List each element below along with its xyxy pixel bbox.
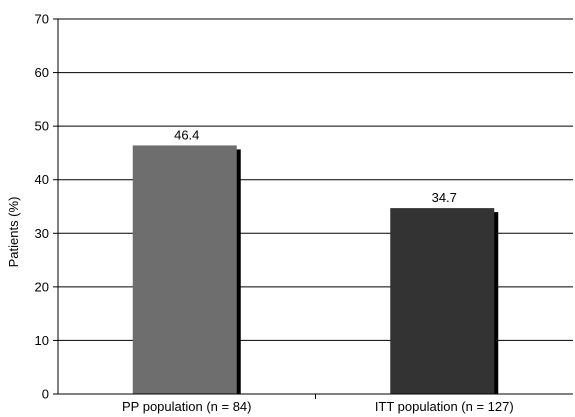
y-tick-label-60: 60 (35, 65, 49, 80)
bars (132, 145, 499, 394)
y-tick-label-50: 50 (35, 119, 49, 134)
axes (57, 19, 573, 399)
y-tick-label-30: 30 (35, 226, 49, 241)
y-tick-label-10: 10 (35, 333, 49, 348)
data-label-1: 46.4 (174, 127, 199, 142)
y-tick-label-0: 0 (42, 387, 49, 402)
y-axis-title: Patients (%) (6, 197, 21, 268)
bar-1 (132, 145, 237, 394)
x-tick-labels: PP population (n = 84) ITT population (n … (122, 399, 514, 414)
bar-2 (390, 208, 495, 394)
x-tick-label-1: PP population (n = 84) (122, 399, 252, 414)
y-tick-label-70: 70 (35, 12, 49, 27)
y-ticks: 0 10 20 30 40 50 60 70 (35, 12, 58, 402)
x-tick-label-2: ITT population (n = 127) (375, 399, 514, 414)
data-labels: 46.4 34.7 (174, 127, 457, 205)
y-tick-label-40: 40 (35, 172, 49, 187)
y-tick-label-20: 20 (35, 279, 49, 294)
data-label-2: 34.7 (432, 190, 457, 205)
